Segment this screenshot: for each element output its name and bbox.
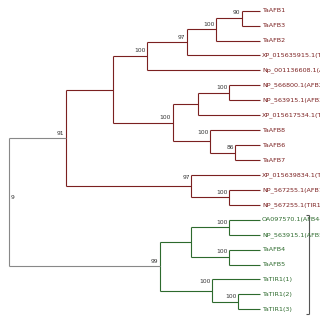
Text: XP_015617534.1(TIR1_ORYSJ: XP_015617534.1(TIR1_ORYSJ [262, 112, 320, 118]
Text: 91: 91 [57, 131, 64, 136]
Text: NP_563915.1(AFB3-Arath): NP_563915.1(AFB3-Arath) [262, 97, 320, 103]
Text: TaAFB1: TaAFB1 [262, 8, 285, 13]
Text: 100: 100 [160, 115, 171, 120]
Text: TaAFB8: TaAFB8 [262, 128, 285, 132]
Text: 99: 99 [151, 259, 158, 264]
Text: 100: 100 [216, 85, 228, 90]
Text: 9: 9 [11, 195, 15, 200]
Text: 100: 100 [199, 279, 210, 284]
Text: XP_015635915.1(TIR1_ORYSJ: XP_015635915.1(TIR1_ORYSJ [262, 52, 320, 58]
Text: NP_567255.1(TIR1_Arath): NP_567255.1(TIR1_Arath) [262, 202, 320, 208]
Text: 90: 90 [232, 11, 240, 15]
Text: 100: 100 [216, 220, 228, 225]
Text: 100: 100 [216, 249, 228, 254]
Text: XP_015639834.1(TIR1_ORYSJ: XP_015639834.1(TIR1_ORYSJ [262, 172, 320, 178]
Text: TaAFB2: TaAFB2 [262, 38, 285, 43]
Text: OA097570.1(AFB4-Arath): OA097570.1(AFB4-Arath) [262, 217, 320, 222]
Text: 100: 100 [216, 190, 228, 195]
Text: 86: 86 [226, 145, 234, 150]
Text: TaTIR1(1): TaTIR1(1) [262, 277, 292, 282]
Text: 97: 97 [182, 175, 190, 180]
Text: 100: 100 [134, 48, 146, 53]
Text: TaAFB3: TaAFB3 [262, 23, 285, 28]
Text: TaAFB5: TaAFB5 [262, 262, 285, 267]
Text: TaAFB4: TaAFB4 [262, 247, 285, 252]
Text: NP_567255.1(AFB1-Arath): NP_567255.1(AFB1-Arath) [262, 187, 320, 193]
Text: 100: 100 [197, 130, 209, 135]
Text: Np_001136608.1(AFB3_Zea_m: Np_001136608.1(AFB3_Zea_m [262, 68, 320, 73]
Text: NP_563915.1(AFB5-Arath): NP_563915.1(AFB5-Arath) [262, 232, 320, 237]
Text: TaTIR1(3): TaTIR1(3) [262, 307, 292, 312]
Text: 97: 97 [178, 35, 185, 40]
Text: TaAFB6: TaAFB6 [262, 143, 285, 148]
Text: TaAFB7: TaAFB7 [262, 157, 285, 163]
Text: TaTIR1(2): TaTIR1(2) [262, 292, 292, 297]
Text: 100: 100 [226, 294, 237, 299]
Text: 100: 100 [204, 22, 215, 27]
Text: NP_566800.1(AFB2-Arath): NP_566800.1(AFB2-Arath) [262, 83, 320, 88]
